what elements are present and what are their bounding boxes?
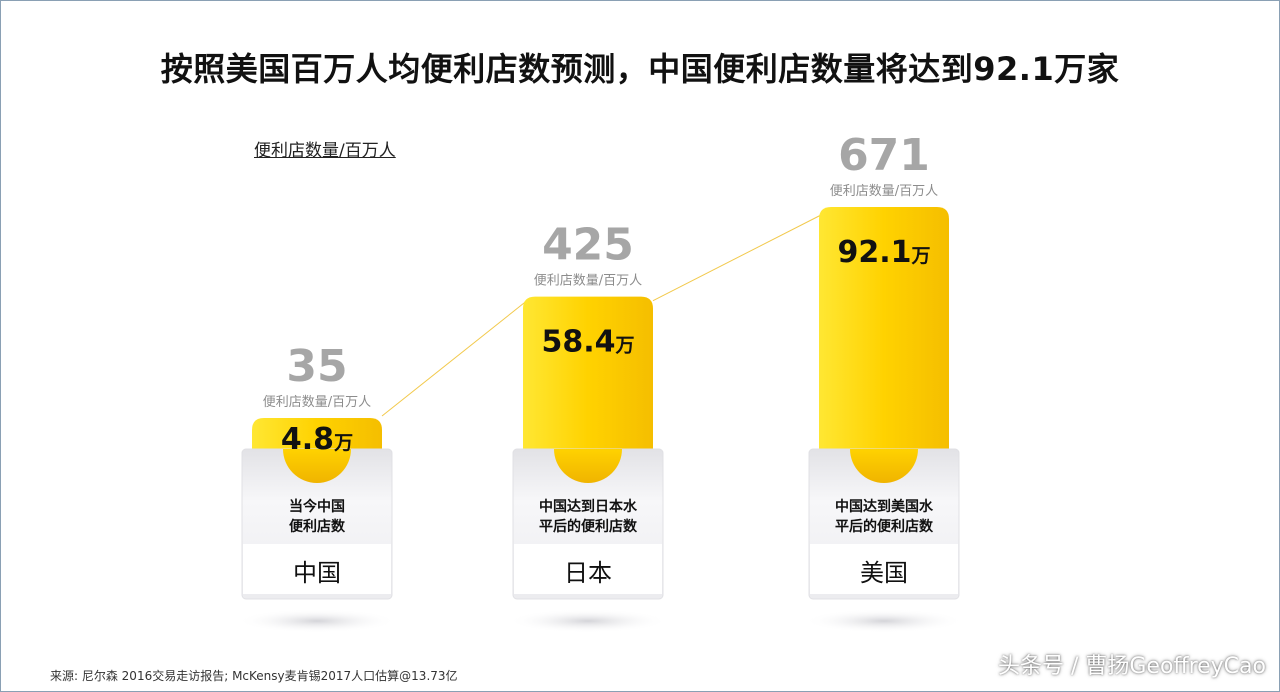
density-caption: 便利店数量/百万人: [830, 184, 938, 199]
bar-shadow: [237, 609, 397, 633]
connector-line: [381, 300, 528, 417]
bar-bowl: [283, 449, 351, 483]
source-note: 来源: 尼尔森 2016交易走访报告; McKensy麦肯锡2017人口估算@1…: [50, 669, 458, 683]
density-value: 35: [286, 341, 347, 392]
category-description: 便利店数: [289, 518, 346, 535]
bar-bowl: [850, 449, 918, 483]
watermark: 头条号 / 曹扬GeoffreyCao: [997, 654, 1266, 679]
value-label: 4.8万: [281, 422, 353, 457]
category-description: 中国达到美国水: [835, 498, 934, 515]
category-name: 美国: [860, 559, 908, 587]
category-name-panel: [514, 544, 662, 594]
category-name-panel: [243, 544, 391, 594]
density-caption: 便利店数量/百万人: [263, 395, 371, 410]
connector-line: [652, 214, 822, 302]
bar-shadow: [804, 609, 964, 633]
category-description: 当今中国: [289, 498, 345, 515]
category-name: 日本: [564, 559, 612, 587]
category-description: 平后的便利店数: [539, 518, 638, 535]
density-value: 671: [838, 130, 930, 181]
density-value: 425: [542, 220, 634, 271]
bar-1: [252, 418, 382, 452]
value-label: 92.1万: [837, 235, 930, 270]
chart-title: 按照美国百万人均便利店数预测，中国便利店数量将达到92.1万家: [160, 50, 1120, 88]
value-label: 58.4万: [541, 325, 634, 360]
category-description: 中国达到日本水: [539, 498, 638, 515]
category-description: 平后的便利店数: [835, 518, 934, 535]
bar-shadow: [508, 609, 668, 633]
unit-label: 便利店数量/百万人: [254, 141, 396, 161]
bar-3: [819, 207, 949, 452]
density-caption: 便利店数量/百万人: [534, 274, 642, 289]
bar-2: [523, 296, 653, 452]
category-name-panel: [810, 544, 958, 594]
category-name: 中国: [293, 559, 341, 587]
bar-bowl: [554, 449, 622, 483]
